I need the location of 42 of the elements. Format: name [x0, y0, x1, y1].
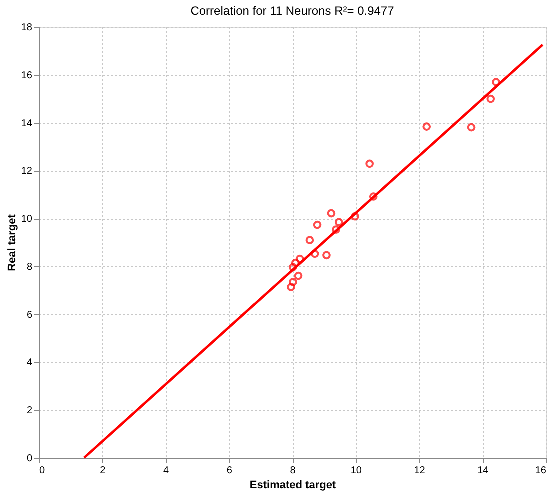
y-tick-label: 14 — [21, 118, 33, 130]
point — [486, 94, 496, 104]
x-tick-label: 12 — [414, 466, 426, 476]
point — [322, 251, 331, 260]
point — [313, 220, 322, 230]
y-tick-label: 8 — [26, 262, 33, 273]
point — [422, 122, 432, 132]
point — [467, 123, 476, 132]
x-tick-label: 6 — [226, 466, 233, 476]
point — [332, 226, 340, 234]
y-tick-label: 2 — [26, 406, 33, 417]
point — [310, 250, 320, 258]
point — [287, 283, 296, 292]
x-tick-label: 0 — [40, 466, 46, 476]
x-tick-label: 10 — [350, 466, 362, 476]
point — [294, 272, 303, 280]
chart-title: Correlation for 11 Neurons R²= 0.9477 — [190, 4, 395, 18]
x-axis-title: Estimated target — [250, 480, 336, 492]
x-tick-label: 8 — [290, 466, 296, 476]
point — [288, 278, 298, 286]
y-tick-label: 16 — [21, 70, 33, 82]
y-tick-label: 6 — [26, 310, 33, 321]
point — [306, 236, 314, 244]
point — [288, 263, 298, 272]
point — [327, 209, 336, 218]
point — [292, 258, 300, 268]
x-tick-label: 2 — [100, 466, 106, 476]
y-tick-label: 12 — [21, 166, 33, 178]
point — [334, 218, 344, 227]
y-tick-label: 10 — [21, 214, 33, 226]
x-tick-label: 16 — [535, 466, 547, 476]
x-tick-label: 4 — [163, 466, 170, 476]
y-tick-label: 4 — [26, 358, 33, 369]
x-tick-label: 14 — [478, 466, 490, 476]
point — [366, 160, 374, 168]
point — [351, 212, 360, 221]
point — [369, 192, 378, 201]
y-axis-title: Real target — [6, 214, 18, 272]
y-tick-label: 0 — [26, 454, 33, 464]
point — [296, 254, 304, 264]
y-tick-label: 18 — [21, 22, 33, 34]
point — [492, 78, 500, 86]
